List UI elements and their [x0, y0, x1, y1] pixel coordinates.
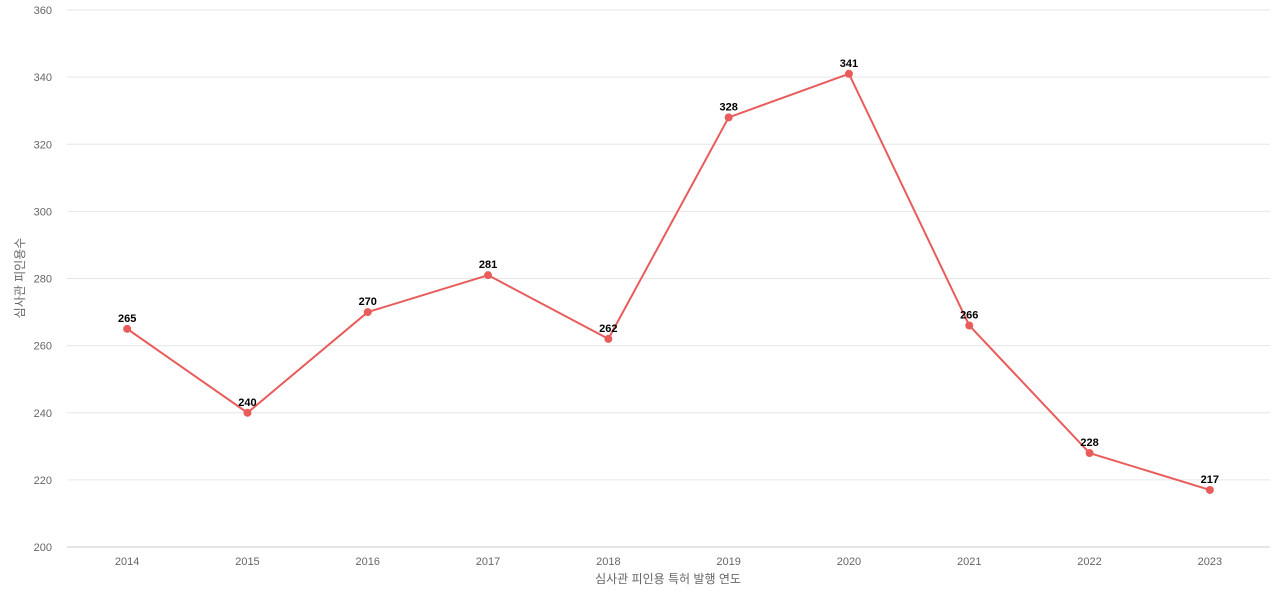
grid	[67, 9, 1270, 548]
data-point	[1085, 449, 1094, 458]
x-tick-label: 2023	[1198, 556, 1222, 568]
data-point	[1205, 485, 1214, 494]
y-tick-label: 320	[34, 139, 52, 151]
data-labels: 265 240 270 281 262 328 341 266 228 217	[118, 58, 1219, 486]
y-tick-label: 360	[34, 5, 52, 17]
x-tick-label: 2021	[957, 556, 981, 568]
x-tick-label: 2016	[356, 556, 380, 568]
y-axis-title: 심사관 피인용수	[13, 238, 27, 319]
x-tick-label: 2015	[235, 556, 259, 568]
data-point	[123, 324, 132, 333]
data-label: 240	[238, 397, 256, 409]
data-label: 265	[118, 313, 136, 325]
y-tick-label: 300	[34, 206, 52, 218]
data-point	[844, 69, 853, 78]
y-tick-label: 220	[34, 475, 52, 487]
data-point	[363, 308, 372, 317]
y-axis-ticks: 200 220 240 260 280 300 320 340 360	[34, 5, 52, 554]
data-point	[724, 113, 733, 122]
y-tick-label: 240	[34, 408, 52, 420]
x-tick-label: 2017	[476, 556, 500, 568]
data-point	[965, 321, 974, 330]
x-tick-label: 2018	[596, 556, 620, 568]
data-label: 328	[719, 101, 737, 113]
x-tick-label: 2022	[1077, 556, 1101, 568]
y-tick-label: 280	[34, 274, 52, 286]
x-axis-title: 심사관 피인용 특허 발행 연도	[595, 571, 741, 586]
data-point	[604, 334, 613, 343]
data-label: 270	[359, 296, 377, 308]
data-label: 341	[840, 58, 858, 70]
data-point	[243, 408, 252, 417]
data-label: 217	[1201, 474, 1219, 486]
x-tick-label: 2020	[837, 556, 861, 568]
data-label: 262	[599, 323, 617, 335]
series	[123, 69, 1214, 494]
data-label: 228	[1080, 437, 1098, 449]
x-tick-label: 2019	[716, 556, 740, 568]
data-label: 266	[960, 309, 978, 321]
y-tick-label: 200	[34, 542, 52, 554]
x-axis-ticks: 2014 2015 2016 2017 2018 2019 2020 2021 2022 2023	[115, 556, 1222, 568]
x-tick-label: 2014	[115, 556, 139, 568]
series-line	[126, 72, 1211, 491]
data-point	[484, 271, 493, 280]
y-tick-label: 340	[34, 72, 52, 84]
y-tick-label: 260	[34, 341, 52, 353]
data-label: 281	[479, 259, 497, 271]
